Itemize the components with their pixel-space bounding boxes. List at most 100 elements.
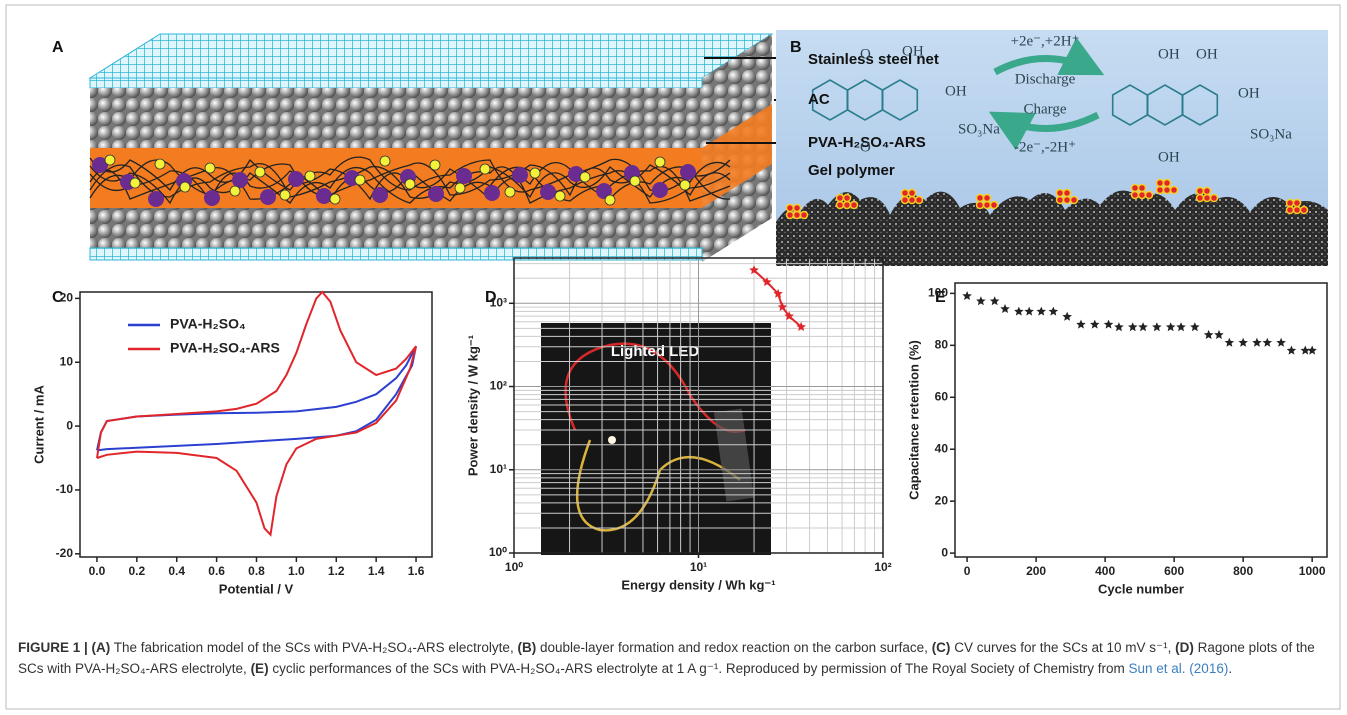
reaction-label: +2e⁻,+2H⁺ <box>1011 33 1080 49</box>
molecule-dot <box>1292 205 1302 215</box>
panel-b-illustration <box>776 30 1328 266</box>
panel-label: A <box>52 39 64 56</box>
data-point <box>1176 322 1186 332</box>
caption-link[interactable]: Sun et al. (2016) <box>1128 661 1229 676</box>
data-point <box>1062 311 1072 321</box>
data-point <box>962 291 972 300</box>
anion <box>540 184 556 200</box>
data-point <box>1036 306 1046 316</box>
ring <box>881 79 919 121</box>
polymer-chain <box>89 159 731 199</box>
x-tick-label: 10² <box>874 560 891 574</box>
ars-molecule <box>154 158 166 170</box>
x-tick-label: 0.2 <box>128 564 145 578</box>
ars-molecule <box>379 155 391 167</box>
data-point <box>976 296 986 306</box>
caption-plain: Ragone plots of the SCs with PVA-H₂SO₄-A… <box>18 640 1315 676</box>
anion <box>316 188 332 204</box>
chem-label: OH <box>902 43 924 59</box>
y-axis-label: Power density / W kg⁻¹ <box>465 335 480 476</box>
molecule-dot <box>792 203 802 213</box>
data-point <box>1103 319 1114 329</box>
anion <box>288 171 304 187</box>
ring <box>1181 84 1219 126</box>
molecule-dot <box>900 195 910 205</box>
molecule-dot <box>792 210 802 220</box>
y-tick-label: 20 <box>60 291 74 305</box>
x-tick-label: 10⁰ <box>505 560 523 574</box>
data-point <box>1262 337 1273 347</box>
x-axis-label: Cycle number <box>1098 581 1184 596</box>
molecule-dot <box>1162 178 1172 188</box>
x-tick-label: 1.4 <box>368 564 385 578</box>
molecule-dot <box>1055 195 1065 205</box>
ars-molecule <box>429 159 441 171</box>
molecule-dot <box>1137 183 1147 193</box>
data-point <box>1276 337 1286 347</box>
x-tick-label: 1.2 <box>328 564 345 578</box>
ars-molecule <box>354 174 366 186</box>
caption-plain: cyclic performances of the SCs with PVA-… <box>268 661 1129 676</box>
ars-molecule <box>104 154 116 166</box>
caption-plain: The fabrication model of the SCs with PV… <box>110 640 518 655</box>
legend-label: PVA-H₂SO₄-ARS <box>170 340 280 356</box>
data-point <box>989 296 1000 306</box>
x-tick-label: 0.4 <box>168 564 185 578</box>
molecule-dot <box>907 195 917 205</box>
molecule-dot <box>1055 188 1065 198</box>
molecule-dot <box>1285 198 1295 208</box>
molecule-dot <box>1069 195 1079 205</box>
caption-bold: FIGURE 1 | (A) <box>18 640 111 655</box>
data-point <box>777 302 788 312</box>
y-tick-label: 60 <box>935 389 949 403</box>
ars-molecule <box>304 170 316 182</box>
caption-bold: (D) <box>1175 640 1194 655</box>
data-point <box>762 277 772 287</box>
y-tick-label: 100 <box>928 286 948 300</box>
molecule-dot <box>907 188 917 198</box>
molecule-dot <box>842 200 852 210</box>
ars-molecule <box>504 186 516 198</box>
chem-label: OH <box>1158 46 1180 62</box>
chem-label: SO₃Na <box>958 121 1000 137</box>
ars-molecule <box>279 189 291 201</box>
x-tick-label: 400 <box>1095 564 1115 578</box>
data-point <box>749 265 759 275</box>
ars-molecule <box>229 185 241 197</box>
molecule-dot <box>989 200 999 210</box>
ars-molecule <box>454 182 466 194</box>
x-tick-label: 600 <box>1164 564 1184 578</box>
series-line <box>96 290 417 537</box>
chem-label: OH <box>1238 85 1260 101</box>
chem-label: OH <box>1196 46 1218 62</box>
chem-label: OH <box>945 83 967 99</box>
molecule-dot <box>1137 190 1147 200</box>
molecule-dot <box>835 200 845 210</box>
reaction-label: -2e⁻,-2H⁺ <box>1014 139 1076 155</box>
x-tick-label: 0 <box>964 564 971 578</box>
x-tick-label: 10¹ <box>690 560 707 574</box>
molecule-dot <box>799 210 809 220</box>
series-line <box>96 345 417 452</box>
x-tick-label: 0.6 <box>208 564 225 578</box>
data-point <box>1128 322 1138 332</box>
x-tick-label: 1.6 <box>408 564 425 578</box>
annotation: Gel polymer <box>808 162 895 179</box>
plot-frame <box>954 282 1328 558</box>
anion <box>204 190 220 206</box>
ars-molecule <box>129 177 141 189</box>
plot-frame <box>79 291 433 558</box>
y-tick-label: 10³ <box>490 295 507 309</box>
data-point <box>1048 306 1059 316</box>
caption-plain: CV curves for the SCs at 10 mV s⁻¹, <box>950 640 1176 655</box>
panel-label: E <box>935 289 946 306</box>
caption-bold: (C) <box>931 640 951 655</box>
molecule-dot <box>1130 190 1140 200</box>
x-tick-label: 1000 <box>1299 564 1326 578</box>
molecule-dot <box>849 200 859 210</box>
ars-molecule <box>329 193 341 205</box>
molecule-dot <box>1299 205 1309 215</box>
anion <box>652 182 668 198</box>
polymer-chain <box>89 161 731 199</box>
